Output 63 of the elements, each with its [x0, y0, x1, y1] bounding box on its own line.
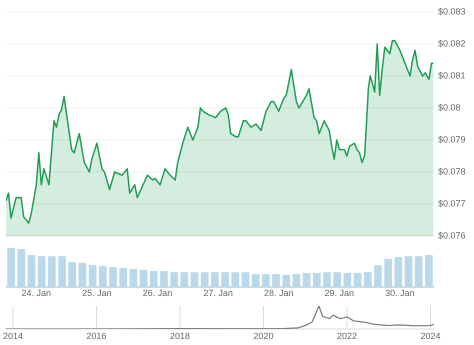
bar [425, 255, 433, 287]
bar [354, 272, 362, 287]
bar [180, 272, 188, 287]
bar [200, 272, 209, 287]
bar [262, 274, 270, 287]
bar [404, 256, 412, 287]
bar [292, 274, 300, 287]
bar [17, 249, 26, 287]
x-tick-label: 2024 [420, 330, 440, 341]
bar [160, 271, 168, 287]
bar [190, 272, 198, 287]
bar [252, 274, 260, 287]
x-tick-label: 2014 [2, 330, 23, 341]
bar [98, 266, 107, 287]
bar [78, 262, 86, 287]
bar [170, 272, 178, 287]
bar [364, 272, 372, 287]
y-tick-label: $0.076 [438, 230, 466, 240]
bar [374, 265, 382, 287]
bar [140, 270, 148, 287]
bar [119, 268, 128, 287]
y-tick-label: $0.08 [438, 102, 461, 112]
bar [333, 272, 342, 287]
bar [394, 256, 402, 287]
bar [58, 256, 66, 287]
bar [282, 274, 290, 287]
bar [242, 272, 250, 287]
y-tick-label: $0.083 [438, 6, 466, 16]
bar [130, 269, 138, 287]
x-tick-label: 29. Jan [324, 288, 354, 298]
x-tick-label: 27. Jan [203, 288, 233, 298]
bar [150, 271, 158, 287]
x-tick-label: 2018 [170, 330, 190, 341]
bar [28, 255, 36, 287]
bar [344, 272, 352, 287]
bar [38, 256, 46, 287]
bar [48, 256, 56, 287]
bar [414, 256, 423, 287]
y-tick-label: $0.078 [438, 166, 466, 176]
x-tick-label: 2022 [336, 330, 358, 341]
x-tick-label: 28. Jan [264, 288, 294, 298]
x-tick-label: 2020 [253, 330, 274, 341]
bar [211, 272, 219, 287]
bar [221, 272, 229, 287]
y-tick-label: $0.077 [438, 198, 466, 208]
x-tick-label: 25. Jan [82, 288, 112, 298]
bar [88, 265, 96, 287]
bar [109, 267, 117, 287]
y-tick-label: $0.082 [438, 38, 466, 48]
x-tick-label: 2016 [86, 330, 106, 341]
y-tick-label: $0.081 [438, 70, 466, 80]
bar [384, 258, 392, 287]
bar [312, 272, 321, 287]
bar [231, 272, 240, 287]
y-tick-label: $0.079 [438, 134, 466, 144]
x-tick-label: 26. Jan [142, 288, 172, 298]
bar [272, 274, 280, 287]
x-tick-label: 30. Jan [385, 288, 415, 298]
x-tick-label: 24. Jan [22, 288, 52, 298]
bar [68, 262, 76, 287]
bar [323, 272, 331, 287]
bar [302, 272, 310, 287]
bar [7, 248, 15, 287]
